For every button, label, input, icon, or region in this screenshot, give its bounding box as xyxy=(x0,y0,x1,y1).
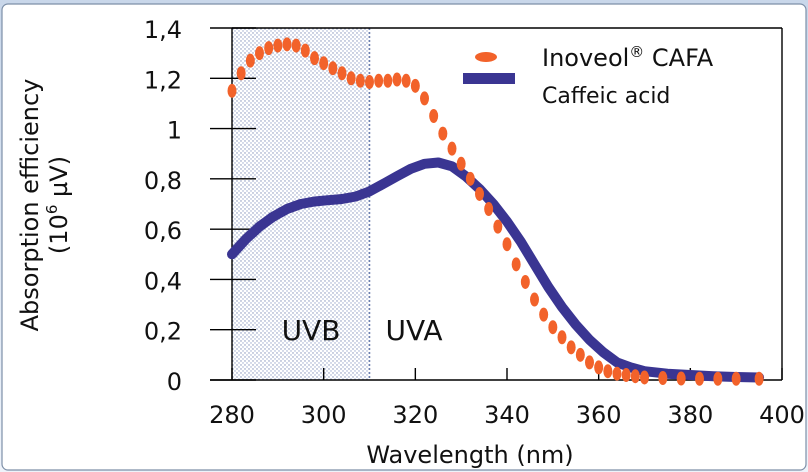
x-tick-label: 320 xyxy=(392,401,438,429)
series-inoveol-cafa-point xyxy=(585,355,594,370)
series-inoveol-cafa-point xyxy=(465,171,475,186)
y-tick-label: 1,2 xyxy=(144,66,182,94)
y-tick-label: 0,8 xyxy=(144,167,182,195)
series-inoveol-cafa-point xyxy=(548,320,558,335)
legend-swatch-inoveol-cafa xyxy=(475,52,497,62)
series-inoveol-cafa-point xyxy=(557,330,567,345)
series-inoveol-cafa-point xyxy=(612,366,622,381)
y-tick-label: 1,4 xyxy=(144,16,182,44)
series-inoveol-cafa-point xyxy=(227,83,237,98)
legend-swatch-caffeic-acid xyxy=(463,73,515,84)
series-inoveol-cafa-point xyxy=(282,37,292,52)
series-inoveol-cafa-point xyxy=(438,126,448,141)
series-inoveol-cafa-point xyxy=(291,38,301,53)
series-inoveol-cafa-point xyxy=(640,370,649,385)
series-inoveol-cafa-point xyxy=(328,61,338,76)
series-inoveol-cafa-point xyxy=(630,369,640,384)
series-inoveol-cafa-point xyxy=(429,109,439,123)
y-axis-title: Absorption efficiency (106 µV) xyxy=(16,79,73,332)
series-inoveol-cafa-point xyxy=(401,73,411,88)
series-inoveol-cafa-point xyxy=(484,202,494,217)
series-inoveol-cafa-point xyxy=(520,274,530,289)
series-inoveol-cafa-point xyxy=(621,367,631,382)
series-inoveol-cafa-point xyxy=(511,257,521,272)
x-tick-label: 340 xyxy=(484,401,530,429)
series-inoveol-cafa-point xyxy=(539,307,549,322)
series-inoveol-cafa-point xyxy=(236,66,246,81)
series-inoveol-cafa-point xyxy=(346,71,356,86)
series-inoveol-cafa-point xyxy=(502,237,512,252)
x-tick-label: 360 xyxy=(576,401,622,429)
y-tick-label: 0,2 xyxy=(144,318,182,346)
series-inoveol-cafa-point xyxy=(594,360,604,375)
series-inoveol-cafa-point xyxy=(754,371,764,386)
y-axis-title-line2: (106 µV) xyxy=(43,156,73,254)
x-tick-label: 280 xyxy=(209,401,255,429)
legend-label-inoveol-cafa: Inoveol® CAFA xyxy=(542,43,714,72)
series-inoveol-cafa-point xyxy=(273,38,283,53)
series-inoveol-cafa-point xyxy=(420,91,429,106)
x-tick-label: 400 xyxy=(759,401,805,429)
series-inoveol-cafa-point xyxy=(365,75,374,90)
uvb-label: UVB xyxy=(282,314,341,347)
series-inoveol-cafa-point xyxy=(530,292,539,307)
x-tick-label: 380 xyxy=(667,401,713,429)
series-inoveol-cafa-point xyxy=(475,186,484,201)
legend-label-caffeic-acid: Caffeic acid xyxy=(542,84,670,109)
series-inoveol-cafa-point xyxy=(447,141,457,156)
uva-label: UVA xyxy=(385,314,442,347)
y-tick-label: 1 xyxy=(167,117,182,145)
series-inoveol-cafa-point xyxy=(319,56,329,71)
series-inoveol-cafa-point xyxy=(575,347,585,362)
x-tick-label: 300 xyxy=(301,401,347,429)
series-inoveol-cafa-point xyxy=(264,41,274,56)
series-inoveol-cafa-point xyxy=(337,66,347,81)
series-inoveol-cafa-point xyxy=(383,73,393,88)
series-inoveol-cafa-point xyxy=(731,371,741,386)
series-inoveol-cafa-point xyxy=(695,371,704,386)
series-inoveol-cafa-point xyxy=(566,340,576,355)
y-tick-label: 0,6 xyxy=(144,217,182,245)
series-inoveol-cafa-point xyxy=(392,72,402,87)
series-inoveol-cafa-point xyxy=(493,219,503,234)
series-inoveol-cafa-point xyxy=(676,371,686,386)
series-inoveol-cafa-point xyxy=(310,51,319,66)
y-tick-label: 0 xyxy=(167,368,182,396)
series-inoveol-cafa-point xyxy=(245,53,255,68)
x-axis-title: Wavelength (nm) xyxy=(366,441,573,469)
y-axis-title-line1: Absorption efficiency xyxy=(16,79,44,332)
series-inoveol-cafa-point xyxy=(713,371,723,386)
series-inoveol-cafa-point xyxy=(410,78,420,93)
series-inoveol-cafa-point xyxy=(374,73,384,88)
series-inoveol-cafa-point xyxy=(355,73,365,88)
series-inoveol-cafa-point xyxy=(456,156,466,171)
series-inoveol-cafa-point xyxy=(603,364,613,379)
series-inoveol-cafa-point xyxy=(255,46,264,61)
series-inoveol-cafa-point xyxy=(300,43,310,58)
y-tick-label: 0,4 xyxy=(144,267,182,295)
series-inoveol-cafa-point xyxy=(658,370,668,385)
